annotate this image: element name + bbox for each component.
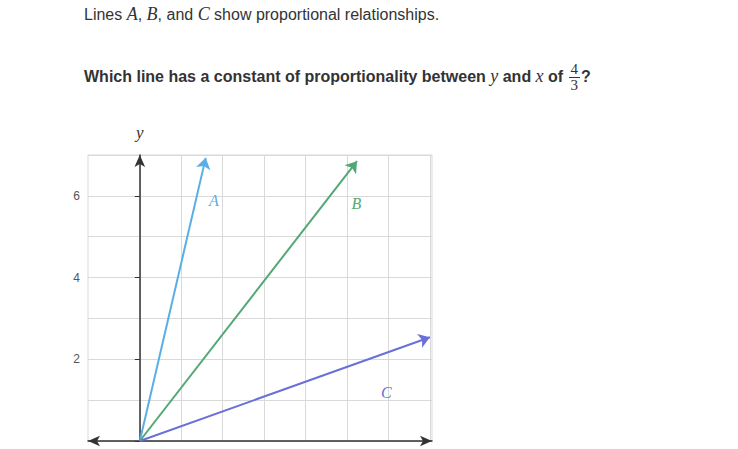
svg-text:2: 2 xyxy=(73,352,80,366)
svg-text:B: B xyxy=(352,195,362,212)
html-text:Lines A, B, and C show proport: Lines A, B, and C show proportional rela… xyxy=(84,4,440,24)
svg-text:6: 6 xyxy=(73,189,80,203)
svg-text:C: C xyxy=(381,384,392,401)
html-text:3?: 3? xyxy=(570,67,591,93)
html-text:Which line has a constant of p: Which line has a constant of proportiona… xyxy=(84,61,579,86)
svg-text:A: A xyxy=(208,192,219,209)
svg-text:4: 4 xyxy=(73,271,80,285)
svg-text:y: y xyxy=(134,123,144,142)
